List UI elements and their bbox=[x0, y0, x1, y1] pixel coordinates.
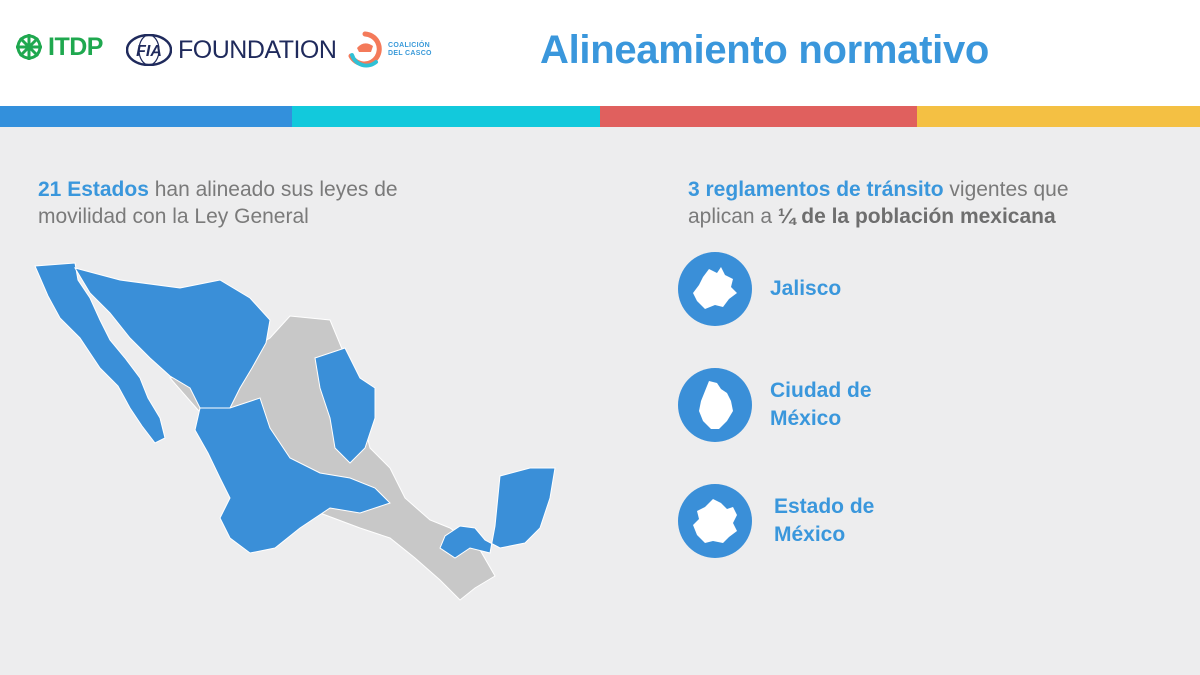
edomex-shape-icon bbox=[693, 499, 737, 543]
right-text-1: vigentes que bbox=[943, 178, 1069, 201]
state-label-3-line2: México bbox=[774, 523, 846, 546]
mexico-map bbox=[34, 262, 556, 601]
stripe-yellow bbox=[917, 106, 1200, 127]
right-text-2: aplican a bbox=[688, 205, 778, 228]
left-highlight: 21 Estados bbox=[38, 178, 149, 201]
page-title: Alineamiento normativo bbox=[540, 28, 990, 72]
casco-text-line2: DEL CASCO bbox=[388, 50, 432, 57]
jalisco-shape-icon bbox=[693, 267, 737, 309]
map-yucatan-states bbox=[439, 467, 556, 559]
left-text-2: movilidad con la Ley General bbox=[38, 205, 309, 228]
right-bold: ¼ de la población mexicana bbox=[777, 205, 1056, 228]
state-label-3-line1: Estado de bbox=[774, 495, 875, 518]
fia-globe-icon: FIA bbox=[126, 34, 172, 66]
right-highlight: 3 reglamentos de tránsito bbox=[688, 178, 944, 201]
itdp-logo-text: ITDP bbox=[48, 32, 103, 61]
itdp-star-icon bbox=[16, 34, 42, 60]
cdmx-shape-icon bbox=[699, 381, 733, 429]
stripe-red bbox=[600, 106, 917, 127]
map-baja-california bbox=[34, 262, 166, 444]
state-cdmx: Ciudad de México bbox=[678, 368, 910, 442]
fia-foundation-logo: FIA FOUNDATION bbox=[126, 34, 337, 66]
casco-text-line1: COALICIÓN bbox=[388, 42, 430, 49]
right-statement: 3 reglamentos de tránsito vigentes que a… bbox=[688, 176, 1128, 230]
state-label-2-line1: Ciudad de bbox=[770, 379, 872, 402]
state-label-1-line1: Jalisco bbox=[770, 277, 842, 300]
left-statement: 21 Estados han alineado sus leyes de mov… bbox=[38, 176, 458, 230]
fia-logo-text: FOUNDATION bbox=[178, 35, 337, 64]
stripe-blue bbox=[0, 106, 292, 127]
stripe-cyan bbox=[292, 106, 600, 127]
header bbox=[0, 0, 1200, 106]
coalicion-casco-logo: COALICIÓN DEL CASCO bbox=[346, 30, 432, 70]
left-text-1: han alineado sus leyes de bbox=[148, 178, 398, 201]
itdp-logo: ITDP bbox=[14, 32, 103, 62]
map-northeast-states bbox=[314, 347, 376, 464]
state-edomex: Estado de México bbox=[678, 484, 914, 558]
helmet-swirl-icon bbox=[348, 31, 382, 68]
state-label-2-line2: México bbox=[770, 407, 842, 430]
color-stripe-bar bbox=[0, 106, 1200, 127]
state-jalisco: Jalisco bbox=[678, 252, 910, 326]
fia-badge-text: FIA bbox=[136, 43, 162, 60]
map-central-states bbox=[194, 397, 391, 554]
